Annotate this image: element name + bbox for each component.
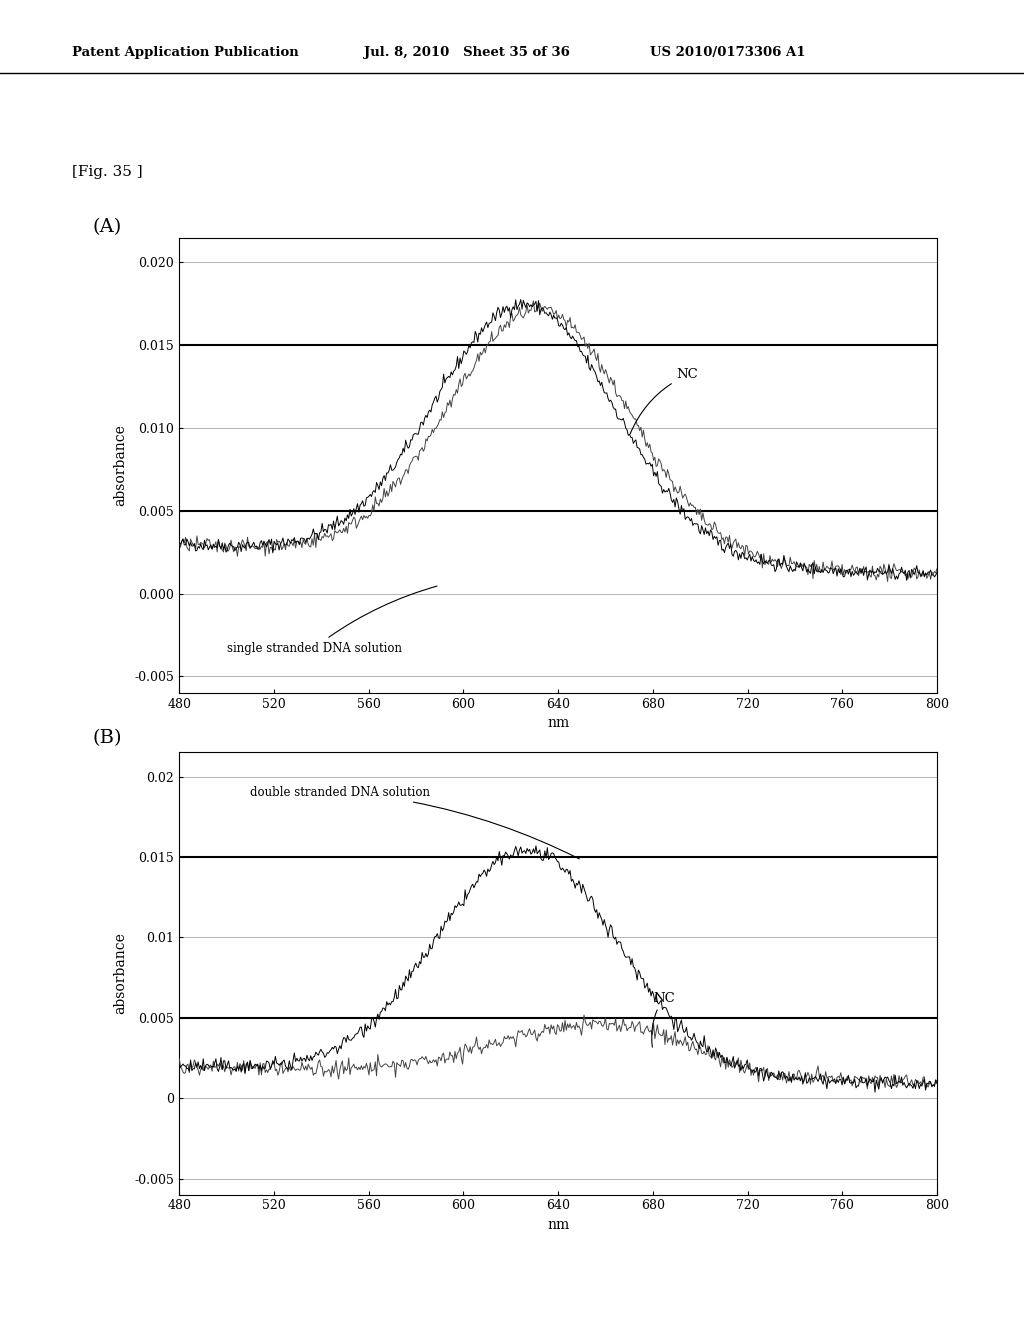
Text: Jul. 8, 2010   Sheet 35 of 36: Jul. 8, 2010 Sheet 35 of 36 xyxy=(364,46,569,59)
Text: US 2010/0173306 A1: US 2010/0173306 A1 xyxy=(650,46,806,59)
Y-axis label: absorbance: absorbance xyxy=(114,424,128,507)
Text: (A): (A) xyxy=(92,218,122,236)
Text: [Fig. 35 ]: [Fig. 35 ] xyxy=(72,165,142,180)
Text: Patent Application Publication: Patent Application Publication xyxy=(72,46,298,59)
Y-axis label: absorbance: absorbance xyxy=(114,932,128,1015)
X-axis label: nm: nm xyxy=(547,717,569,730)
X-axis label: nm: nm xyxy=(547,1218,569,1232)
Text: single stranded DNA solution: single stranded DNA solution xyxy=(226,586,437,655)
Text: NC: NC xyxy=(651,991,675,1047)
Text: double stranded DNA solution: double stranded DNA solution xyxy=(250,785,580,859)
Text: (B): (B) xyxy=(92,729,122,747)
Text: NC: NC xyxy=(630,368,698,434)
